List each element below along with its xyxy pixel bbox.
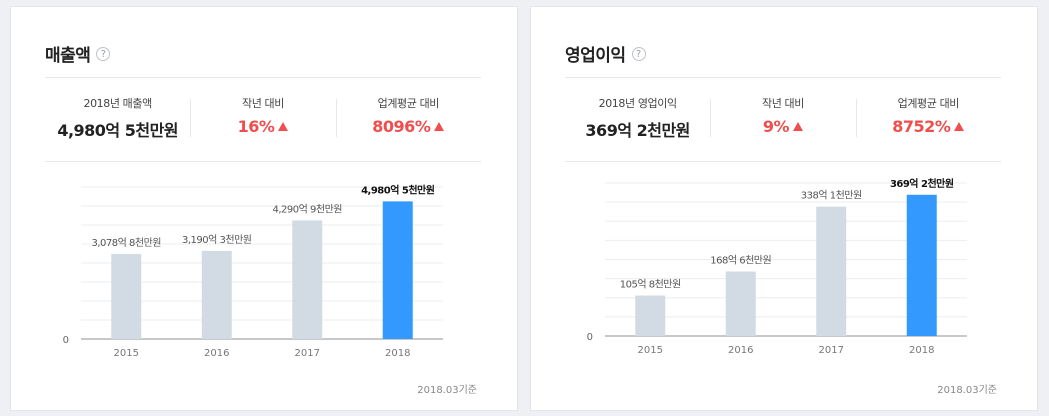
data-label: 3,078억 8천만원 bbox=[92, 237, 162, 249]
revenue-card: 매출액 ? 2018년 매출액 4,980억 5천만원 작년 대비 16% 업계… bbox=[10, 6, 518, 411]
x-tick-label: 2017 bbox=[819, 345, 844, 356]
footnote: 2018.03기준 bbox=[417, 385, 477, 396]
x-tick-label: 2015 bbox=[114, 348, 139, 359]
question-icon[interactable]: ? bbox=[96, 46, 111, 61]
divider bbox=[565, 77, 1001, 78]
x-tick-label: 2017 bbox=[295, 348, 320, 359]
operating-profit-card: 영업이익 ? 2018년 영업이익 369억 2천만원 작년 대비 9% 업계평… bbox=[530, 6, 1038, 411]
stat-value: 8752% bbox=[892, 117, 951, 136]
card-header: 영업이익 ? bbox=[565, 41, 646, 66]
stat-label: 업계평균 대비 bbox=[897, 97, 960, 110]
x-tick-label: 2016 bbox=[728, 345, 753, 356]
stat-value: 16% bbox=[237, 117, 275, 136]
bar bbox=[292, 220, 323, 339]
stat-label: 작년 대비 bbox=[242, 97, 284, 110]
stat-vs-industry: 업계평균 대비 8096% bbox=[335, 91, 481, 147]
bar bbox=[816, 206, 847, 336]
stat-yoy: 작년 대비 16% bbox=[190, 91, 335, 147]
stat-value: 369억 2천만원 bbox=[585, 121, 690, 140]
bar bbox=[906, 194, 937, 336]
stats-row: 2018년 영업이익 369억 2천만원 작년 대비 9% 업계평균 대비 87… bbox=[565, 91, 1001, 147]
arrow-up-icon bbox=[793, 122, 804, 131]
x-tick-label: 2016 bbox=[204, 348, 229, 359]
bar bbox=[111, 253, 142, 339]
stat-total: 2018년 영업이익 369억 2천만원 bbox=[565, 91, 710, 147]
y-tick-label: 0 bbox=[587, 332, 593, 343]
arrow-up-icon bbox=[278, 122, 289, 131]
stat-value: 9% bbox=[762, 117, 790, 136]
stat-value: 4,980억 5천만원 bbox=[57, 121, 179, 140]
question-icon[interactable]: ? bbox=[631, 46, 646, 61]
data-label: 4,290억 9천만원 bbox=[273, 203, 343, 215]
divider bbox=[565, 161, 1001, 162]
data-label: 369억 2천만원 bbox=[890, 177, 954, 190]
stat-total: 2018년 매출액 4,980억 5천만원 bbox=[45, 91, 190, 147]
revenue-bar-chart: 0 3,078억 8천만원 2015 3,190억 3천만원 2016 4,290억 9천… bbox=[63, 183, 443, 359]
bar bbox=[725, 271, 756, 336]
stat-vs-industry: 업계평균 대비 8752% bbox=[855, 91, 1001, 147]
data-label: 3,190억 3천만원 bbox=[182, 234, 252, 246]
stat-label: 작년 대비 bbox=[762, 97, 804, 110]
footnote: 2018.03기준 bbox=[937, 385, 997, 396]
stat-label: 업계평균 대비 bbox=[377, 97, 440, 110]
y-tick-label: 0 bbox=[63, 335, 69, 346]
bar bbox=[635, 295, 666, 336]
data-label: 105억 8천만원 bbox=[620, 279, 681, 291]
stat-yoy: 작년 대비 9% bbox=[710, 91, 855, 147]
arrow-up-icon bbox=[954, 122, 965, 131]
card-header: 매출액 ? bbox=[45, 41, 111, 66]
x-tick-label: 2018 bbox=[385, 348, 410, 359]
arrow-up-icon bbox=[434, 122, 445, 131]
bar bbox=[201, 250, 232, 339]
x-tick-label: 2018 bbox=[909, 345, 934, 356]
divider bbox=[45, 161, 481, 162]
stat-value: 8096% bbox=[372, 117, 431, 136]
stats-row: 2018년 매출액 4,980억 5천만원 작년 대비 16% 업계평균 대비 … bbox=[45, 91, 481, 147]
bar bbox=[382, 201, 413, 339]
data-label: 4,980억 5천만원 bbox=[361, 183, 435, 196]
data-label: 338억 1천만원 bbox=[801, 190, 862, 202]
stat-label: 2018년 영업이익 bbox=[598, 97, 677, 110]
data-label: 168억 6천만원 bbox=[710, 255, 771, 267]
divider bbox=[45, 77, 481, 78]
operating-profit-bar-chart: 0 105억 8천만원 2015 168억 6천만원 2016 338억 1천만원 2017… bbox=[587, 177, 967, 356]
card-title: 영업이익 bbox=[565, 46, 626, 66]
stat-label: 2018년 매출액 bbox=[83, 97, 152, 110]
x-tick-label: 2015 bbox=[638, 345, 663, 356]
card-title: 매출액 bbox=[45, 46, 91, 66]
